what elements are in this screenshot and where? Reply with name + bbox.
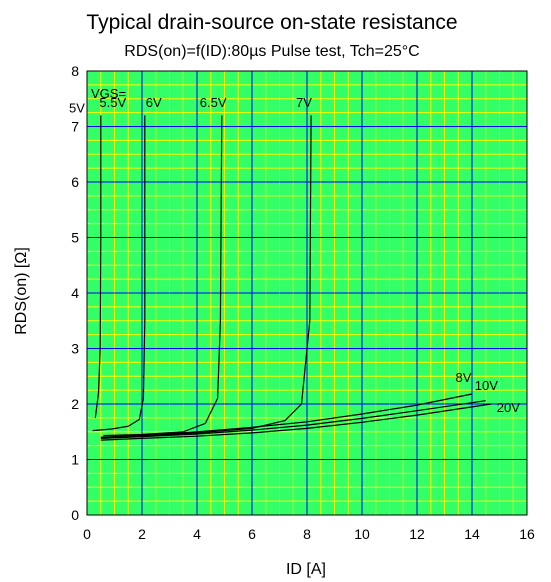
y-tick-label: 2 <box>71 396 79 412</box>
x-axis-label: ID [A] <box>286 561 326 578</box>
series-line-20V <box>100 403 492 441</box>
x-tick-label: 0 <box>83 526 91 542</box>
x-tick-label: 10 <box>354 526 370 542</box>
x-tick-labels: 0 2 4 6 8 10 12 14 16 <box>83 526 535 542</box>
series-label: 5.5V <box>99 95 126 110</box>
series-label: 5V <box>69 100 85 115</box>
x-tick-label: 8 <box>303 526 311 542</box>
x-tick-label: 2 <box>138 526 146 542</box>
series-label: 7V <box>296 95 312 110</box>
x-tick-label: 12 <box>409 526 425 542</box>
series-label: 6.5V <box>200 95 227 110</box>
y-tick-label: 5 <box>71 230 79 246</box>
x-tick-label: 6 <box>248 526 256 542</box>
y-tick-label: 8 <box>71 63 79 79</box>
series-label-prefix: VGS= <box>91 86 126 101</box>
series-label: 6V <box>146 95 162 110</box>
series-label: 8V <box>456 370 472 385</box>
series-line-5.5V <box>92 115 146 432</box>
y-tick-labels: 0 1 2 3 4 5 6 7 8 <box>71 63 79 523</box>
y-tick-label: 7 <box>71 119 79 135</box>
chart-subtitle: RDS(on)=f(ID):80µs Pulse test, Tch=25°C <box>124 43 419 60</box>
y-tick-label: 1 <box>71 452 79 468</box>
series-line-5V <box>94 115 102 418</box>
y-tick-label: 3 <box>71 341 79 357</box>
series-line-8V <box>100 393 473 438</box>
y-axis-label: RDS(on) [Ω] <box>13 247 30 335</box>
series-label: 10V <box>475 378 498 393</box>
series-line-10V <box>100 400 486 439</box>
x-tick-label: 14 <box>464 526 480 542</box>
curves <box>92 115 492 441</box>
y-tick-label: 0 <box>71 507 79 523</box>
series-label: 20V <box>497 400 520 415</box>
x-tick-label: 16 <box>519 526 535 542</box>
plot-frame <box>86 70 528 516</box>
chart-title: Typical drain-source on-state resistance <box>86 11 457 34</box>
y-tick-label: 6 <box>71 174 79 190</box>
x-tick-label: 4 <box>193 526 201 542</box>
y-tick-label: 4 <box>71 285 79 301</box>
